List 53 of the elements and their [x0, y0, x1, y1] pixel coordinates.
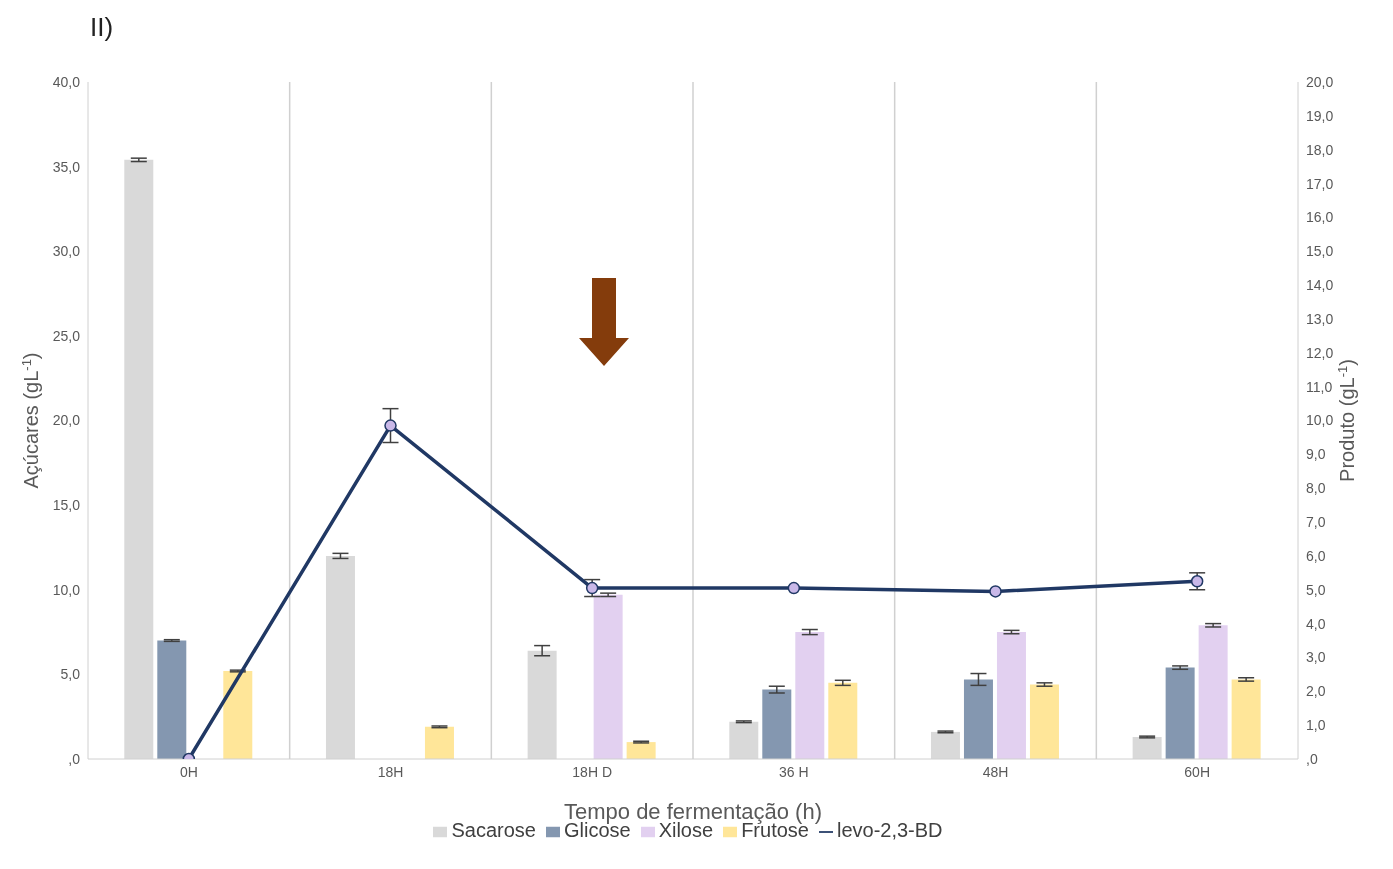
bar	[1029, 684, 1059, 759]
x-tick-label: 18H D	[572, 763, 613, 780]
y2-tick-label: 8,0	[1306, 480, 1326, 497]
y2-tick-label: 17,0	[1306, 175, 1334, 192]
y2-tick-label: 11,0	[1306, 378, 1333, 395]
bar	[1198, 625, 1228, 759]
legend-label: levo-2,3-BD	[836, 819, 943, 841]
bar	[593, 594, 623, 759]
y2-tick-label: 6,0	[1306, 547, 1326, 564]
y2-tick-label: 12,0	[1306, 344, 1334, 361]
bar	[795, 632, 825, 759]
bar	[157, 640, 187, 759]
y-tick-label: 20,0	[52, 412, 81, 429]
y-tick-label: 5,0	[60, 666, 81, 683]
x-tick-label: 48H	[982, 763, 1009, 780]
bar	[1165, 667, 1195, 759]
bar	[762, 689, 792, 759]
y2-tick-label: 3,0	[1306, 649, 1326, 666]
y2-tick-label: 10,0	[1306, 412, 1334, 429]
legend-label: Sacarose	[451, 819, 536, 841]
y-tick-label: 40,0	[52, 73, 81, 90]
bar	[424, 726, 454, 759]
y-tick-label: ,0	[68, 750, 81, 767]
y2-tick-label: 7,0	[1306, 514, 1326, 531]
bar	[223, 670, 253, 759]
y-tick-label: 15,0	[52, 497, 81, 514]
y2-tick-label: 9,0	[1306, 446, 1326, 463]
y2-tick-label: 2,0	[1306, 683, 1326, 700]
y2-tick-label: 19,0	[1306, 107, 1334, 124]
x-tick-label: 60H	[1184, 763, 1211, 780]
y2-tick-label: 5,0	[1306, 581, 1326, 598]
y2-tick-label: 16,0	[1306, 209, 1334, 226]
y-tick-label: 35,0	[52, 158, 81, 175]
y2-tick-label: 14,0	[1306, 277, 1334, 294]
y2-tick-label: 13,0	[1306, 310, 1334, 327]
y2-tick-label: 15,0	[1306, 243, 1334, 260]
y2-tick-label: 4,0	[1306, 615, 1326, 632]
x-tick-label: 18H	[377, 763, 404, 780]
x-tick-label: 0H	[179, 763, 198, 780]
bar	[1231, 679, 1261, 759]
bar	[828, 682, 858, 759]
y-tick-label: 30,0	[52, 243, 81, 260]
y2-tick-label: 20,0	[1306, 73, 1334, 90]
chart-title: II)	[89, 11, 115, 44]
y2-tick-label: ,0	[1306, 750, 1318, 767]
x-tick-label: 36 H	[779, 763, 809, 780]
bar	[963, 679, 993, 759]
y-tick-label: 10,0	[52, 581, 81, 598]
bar	[996, 632, 1026, 759]
y-tick-label: 25,0	[52, 327, 81, 344]
y2-tick-label: 1,0	[1306, 717, 1326, 734]
bar	[626, 742, 656, 759]
y2-tick-label: 18,0	[1306, 141, 1334, 158]
